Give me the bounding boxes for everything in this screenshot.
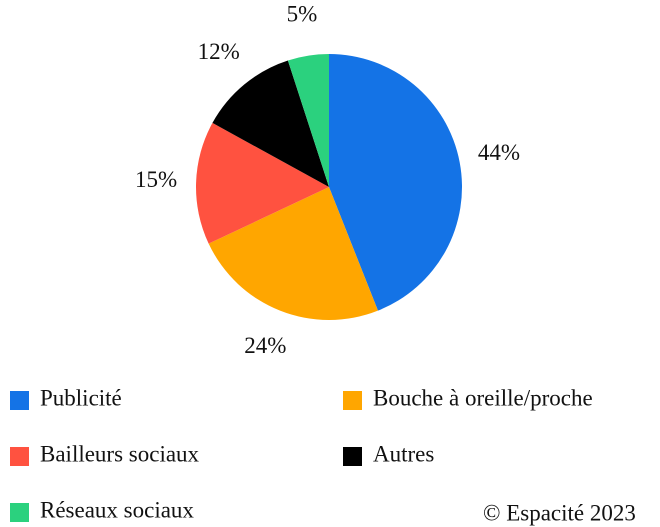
pie-slice xyxy=(196,122,329,244)
legend-swatch xyxy=(10,447,29,466)
slice-label: 24% xyxy=(244,333,286,358)
slice-label: 44% xyxy=(478,140,520,165)
pie-slice xyxy=(329,54,463,311)
legend-label: Publicité xyxy=(40,385,122,410)
pie-slice xyxy=(208,187,378,321)
slice-label: 12% xyxy=(198,39,240,64)
copyright: © Espacité 2023 xyxy=(483,500,636,525)
legend-swatch xyxy=(10,503,29,522)
legend-label: Bouche à oreille/proche xyxy=(373,385,593,410)
legend-swatch xyxy=(343,391,362,410)
legend-label: Réseaux sociaux xyxy=(40,497,194,522)
pie-slice xyxy=(212,60,329,187)
legend-label: Bailleurs sociaux xyxy=(40,441,200,466)
slice-label: 15% xyxy=(135,167,177,192)
pie-slice xyxy=(287,54,329,187)
legend-swatch xyxy=(10,391,29,410)
legend-label: Autres xyxy=(373,441,434,466)
slice-label: 5% xyxy=(287,1,318,26)
legend-swatch xyxy=(343,447,362,466)
